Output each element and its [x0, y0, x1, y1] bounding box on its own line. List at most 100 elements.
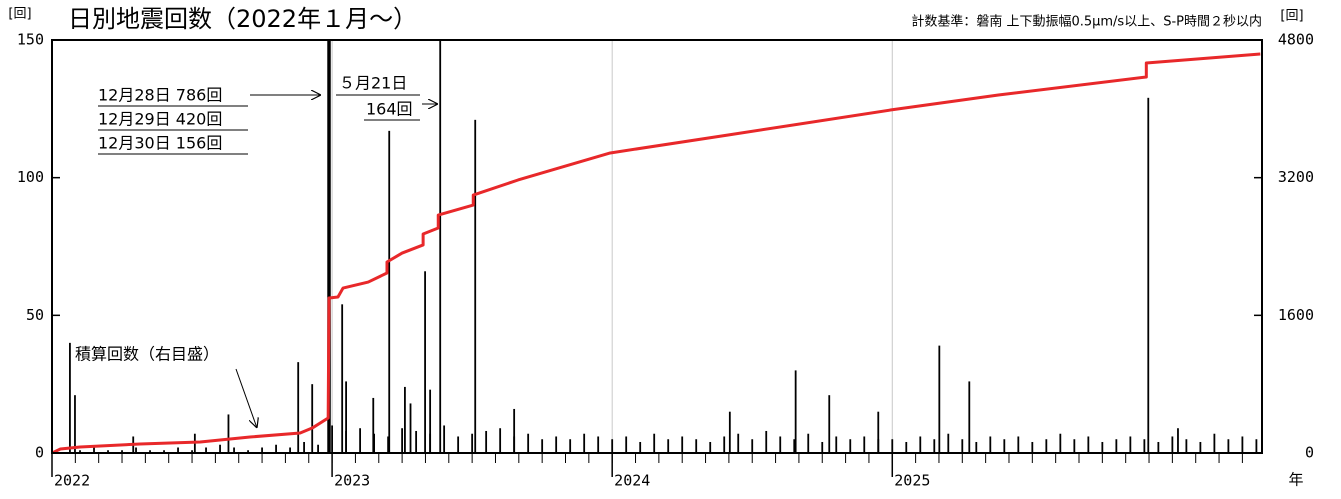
bar — [667, 439, 670, 453]
annotation-bg — [94, 84, 249, 158]
bar — [611, 439, 614, 453]
bar — [404, 386, 406, 453]
bar — [372, 397, 375, 453]
bar — [933, 439, 936, 453]
y-tick-label: 100 — [17, 168, 44, 186]
bar — [317, 444, 319, 453]
bar — [135, 447, 137, 453]
y-axis-label: [回] — [8, 7, 31, 22]
bar — [227, 414, 230, 453]
bar — [177, 447, 179, 453]
y-tick-label: 0 — [35, 444, 44, 462]
bar — [968, 381, 971, 453]
bar — [737, 433, 740, 453]
bar — [74, 395, 76, 453]
bar — [947, 433, 950, 453]
bar — [695, 439, 698, 453]
annotation: 164回 — [366, 100, 413, 119]
bar — [849, 439, 852, 453]
annotation: 12月30日 156回 — [98, 134, 222, 153]
bar — [877, 411, 880, 453]
bar — [1255, 439, 1258, 453]
bar — [424, 271, 426, 453]
bar — [765, 430, 768, 453]
bars — [52, 40, 1258, 453]
bar — [388, 130, 391, 453]
annotation-bg — [336, 74, 421, 124]
bar — [415, 430, 418, 453]
bar — [341, 304, 344, 453]
bar — [439, 40, 442, 453]
bar — [1213, 433, 1216, 453]
y-tick-label: 150 — [17, 31, 44, 49]
bar — [807, 433, 810, 453]
bar — [527, 433, 530, 453]
bar — [1017, 436, 1020, 453]
x-tick-label: 2022 — [54, 472, 90, 490]
bar — [891, 439, 894, 453]
y2-tick-label: 4800 — [1278, 31, 1314, 49]
y2-tick-label: 3200 — [1278, 168, 1314, 186]
bar — [311, 384, 314, 453]
bar — [219, 444, 221, 453]
bar — [555, 436, 558, 453]
bar — [1045, 439, 1048, 453]
x-tick-label: 2023 — [334, 472, 370, 490]
bar — [625, 436, 628, 453]
y-tick-label: 50 — [26, 306, 44, 324]
bar — [289, 447, 291, 453]
chart-title: 日別地震回数（2022年１月～） — [68, 5, 417, 33]
annotation: 12月29日 420回 — [98, 110, 222, 129]
bar — [1087, 436, 1090, 453]
bar — [1073, 439, 1076, 453]
bar — [93, 447, 95, 453]
bar — [905, 441, 908, 453]
x-tick-label: 2025 — [894, 472, 930, 490]
bar — [919, 436, 922, 453]
annotation: 12月28日 786回 — [98, 86, 222, 105]
chart-subtitle: 計数基準：磐南 上下動振幅0.5μm/s以上、S-P時間２秒以内 — [911, 14, 1262, 30]
bar — [513, 408, 516, 453]
bar — [1059, 433, 1062, 453]
bar — [1143, 439, 1146, 453]
bar — [247, 450, 249, 453]
axes: 0 50 100 150 0 1600 3200 4800 2022 2023 2024 2025 — [17, 31, 1314, 490]
bar — [709, 441, 712, 453]
bar — [387, 436, 390, 453]
annotation: 積算回数（右目盛） — [75, 345, 219, 364]
bar — [485, 430, 488, 453]
bar — [297, 362, 300, 453]
bar — [1031, 441, 1034, 453]
bar — [1177, 428, 1179, 453]
bar — [751, 439, 754, 453]
bar — [345, 381, 347, 453]
bar — [938, 345, 941, 453]
bar — [261, 447, 263, 453]
lines — [52, 52, 1261, 453]
bar — [233, 447, 235, 453]
bar — [1129, 436, 1132, 453]
bar — [989, 436, 992, 453]
bar — [331, 425, 333, 453]
bar — [681, 436, 684, 453]
bar — [779, 436, 782, 453]
bar — [191, 450, 193, 453]
bar — [275, 444, 277, 453]
bar — [1241, 436, 1244, 453]
bar — [205, 447, 207, 453]
bar — [828, 395, 831, 453]
bar — [821, 441, 824, 453]
bar — [471, 433, 474, 453]
bar — [328, 40, 331, 453]
bar — [1115, 439, 1118, 453]
bar — [728, 411, 731, 453]
bar — [723, 436, 726, 453]
bar — [499, 428, 502, 453]
bar — [79, 450, 81, 453]
bar — [835, 436, 838, 453]
bar — [149, 450, 151, 453]
bar — [121, 450, 123, 453]
y2-tick-label: 0 — [1305, 444, 1314, 462]
annotation: ５月21日 — [339, 74, 407, 93]
